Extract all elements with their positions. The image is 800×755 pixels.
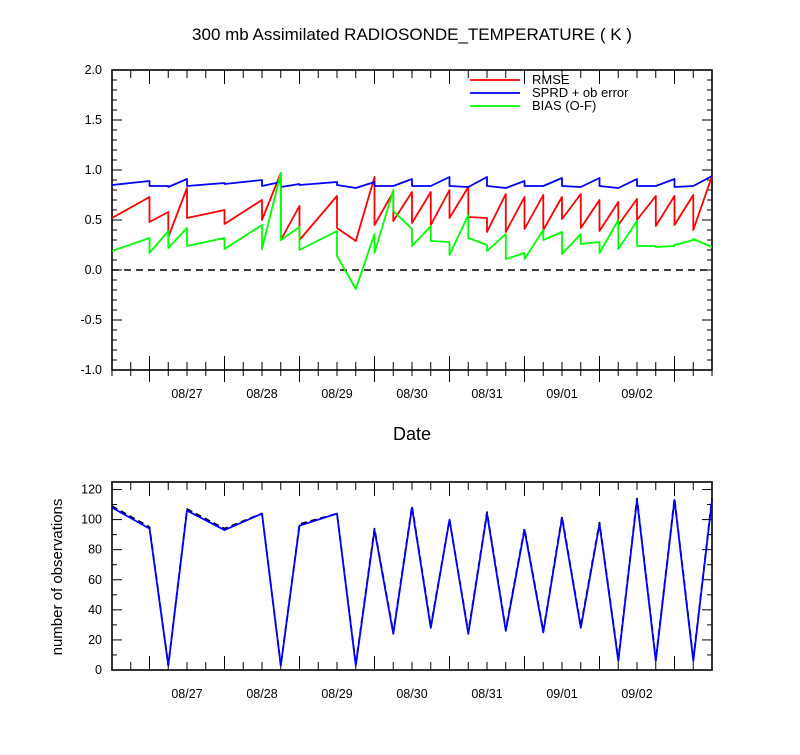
- legend-label: RMSE: [532, 72, 570, 87]
- y-tick-label: -1.0: [80, 363, 102, 377]
- x-axis-title: Date: [393, 424, 431, 444]
- y-tick-label: 100: [81, 513, 102, 527]
- legend-label: BIAS (O-F): [532, 98, 596, 113]
- x-tick-label: 08/30: [396, 387, 427, 401]
- x-tick-label: 08/27: [171, 687, 202, 701]
- top-panel: 2.0 1.5 1.0 0.5 0.0 -0.5 -1.0 08/27 08/28 08/29 08…: [80, 63, 713, 401]
- series-line-sprd-ob-error: [111, 175, 713, 189]
- x-tick-label: 09/01: [546, 387, 577, 401]
- series-line-bias-o-f-: [111, 172, 713, 290]
- x-tick-label: 08/29: [321, 687, 352, 701]
- y-tick-label: 0.0: [85, 263, 102, 277]
- y-tick-label: 80: [88, 543, 102, 557]
- bottom-panel: 0 20 40 60 80 100 120 08/27 08/28 08/29 08/30 08/31…: [81, 481, 713, 701]
- x-tick-label: 08/30: [396, 687, 427, 701]
- series-line-assimilated-observations: [111, 499, 713, 667]
- y-tick-label: 1.0: [85, 163, 102, 177]
- x-tick-label: 08/29: [321, 387, 352, 401]
- legend-label: SPRD + ob error: [532, 85, 629, 100]
- x-tick-label: 08/28: [246, 687, 277, 701]
- x-tick-label: 08/31: [471, 387, 502, 401]
- x-tick-label: 09/01: [546, 687, 577, 701]
- series-line-possible-observations: [111, 497, 713, 667]
- x-tick-label: 09/02: [621, 687, 652, 701]
- y-tick-label: 120: [81, 483, 102, 497]
- y-axis-title-bottom: number of observations: [49, 499, 66, 656]
- chart-title: 300 mb Assimilated RADIOSONDE_TEMPERATUR…: [192, 25, 632, 44]
- y-tick-label: 0.5: [85, 213, 102, 227]
- x-tick-label: 08/31: [471, 687, 502, 701]
- y-tick-label: 60: [88, 573, 102, 587]
- x-tick-label: 09/02: [621, 387, 652, 401]
- y-tick-label: 40: [88, 603, 102, 617]
- y-tick-label: 0: [95, 663, 102, 677]
- y-tick-label: 2.0: [85, 63, 102, 77]
- y-tick-label: 20: [88, 633, 102, 647]
- y-tick-label: 1.5: [85, 113, 102, 127]
- x-tick-label: 08/28: [246, 387, 277, 401]
- y-tick-label: -0.5: [80, 313, 102, 327]
- x-tick-label: 08/27: [171, 387, 202, 401]
